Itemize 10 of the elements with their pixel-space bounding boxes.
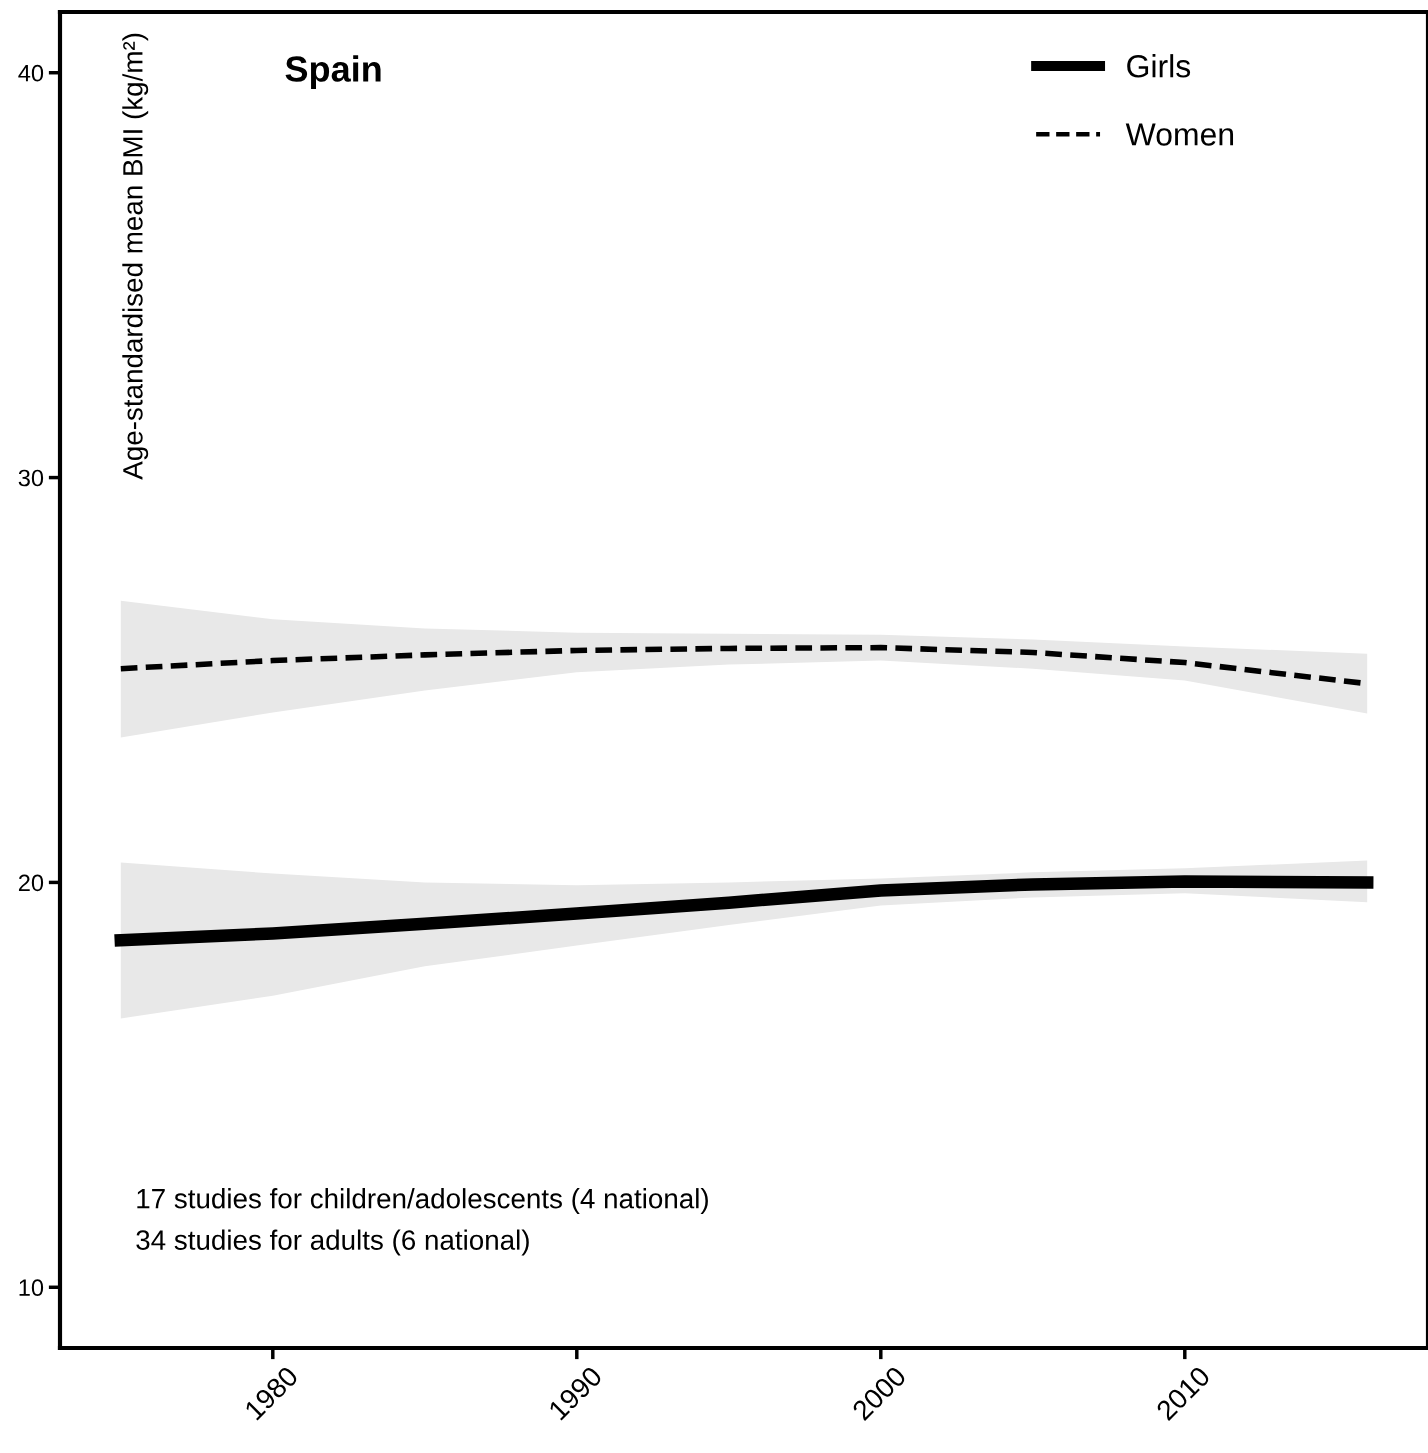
text: Spain — [285, 55, 381, 89]
y-tick-label: 30 — [18, 469, 44, 487]
legend-label: Girls — [1127, 54, 1191, 78]
y-axis-title: Age-standardised mean BMI (kg/m²) — [122, 33, 149, 480]
annotation: 34 studies for adults (6 national) — [136, 1229, 529, 1256]
annotation: 17 studies for children/adolescents (4 national) — [137, 1188, 708, 1214]
y-tick-label: 20 — [18, 874, 44, 892]
y-tick-label: 10 — [19, 1279, 44, 1297]
legend-label: Women — [1125, 123, 1234, 146]
y-tick-label: 40 — [18, 64, 44, 82]
